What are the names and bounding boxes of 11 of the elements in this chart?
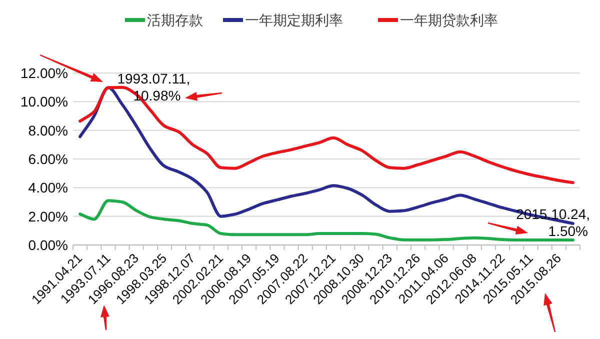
y-tick-label: 6.00% xyxy=(28,151,68,167)
legend-label: 一年期贷款利率 xyxy=(400,12,498,28)
legend-label: 一年期定期利率 xyxy=(245,12,343,28)
y-tick-label: 10.00% xyxy=(20,94,68,110)
y-tick-label: 8.00% xyxy=(28,122,68,138)
y-tick-label: 12.00% xyxy=(20,65,68,81)
y-tick-label: 2.00% xyxy=(28,208,68,224)
y-tick-label: 0.00% xyxy=(28,237,68,253)
legend-label: 活期存款 xyxy=(147,12,203,28)
line-series xyxy=(78,86,574,184)
y-tick-label: 4.00% xyxy=(28,180,68,196)
